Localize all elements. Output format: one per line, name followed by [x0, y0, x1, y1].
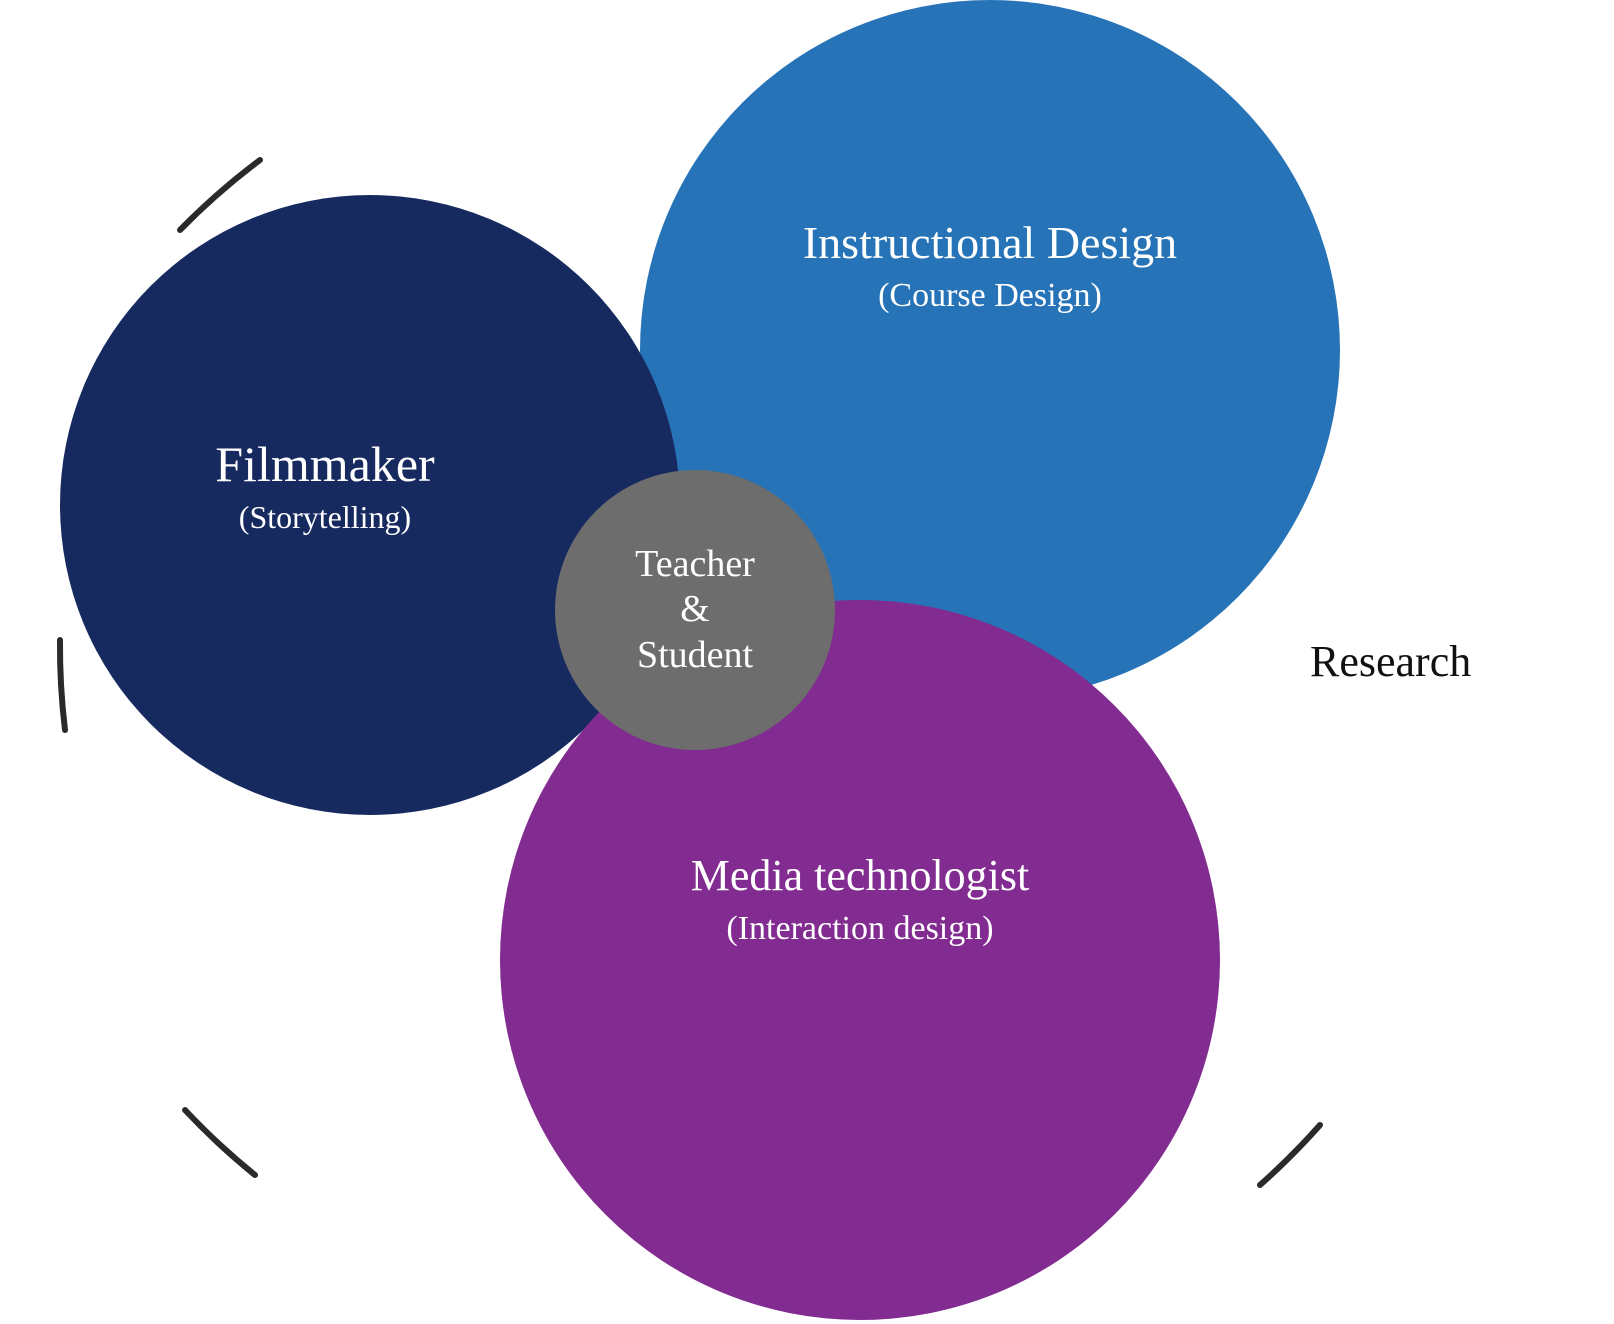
instructional-design-title: Instructional Design	[803, 215, 1177, 270]
teacher-student-line-1: Teacher	[635, 542, 755, 588]
diagram-stage: Instructional Design (Course Design) Fil…	[0, 0, 1614, 1324]
media-technologist-subtitle: (Interaction design)	[726, 909, 993, 950]
circle-filmmaker: Filmmaker (Storytelling)	[60, 195, 680, 815]
filmmaker-subtitle: (Storytelling)	[215, 498, 434, 536]
filmmaker-title: Filmmaker	[215, 434, 434, 494]
teacher-student-line-2: &	[680, 587, 710, 633]
instructional-design-subtitle: (Course Design)	[878, 276, 1102, 317]
media-technologist-title: Media technologist	[691, 850, 1030, 903]
circle-teacher-student: Teacher & Student	[555, 470, 835, 750]
outer-label-research: Research	[1310, 636, 1471, 687]
teacher-student-line-3: Student	[637, 633, 753, 679]
